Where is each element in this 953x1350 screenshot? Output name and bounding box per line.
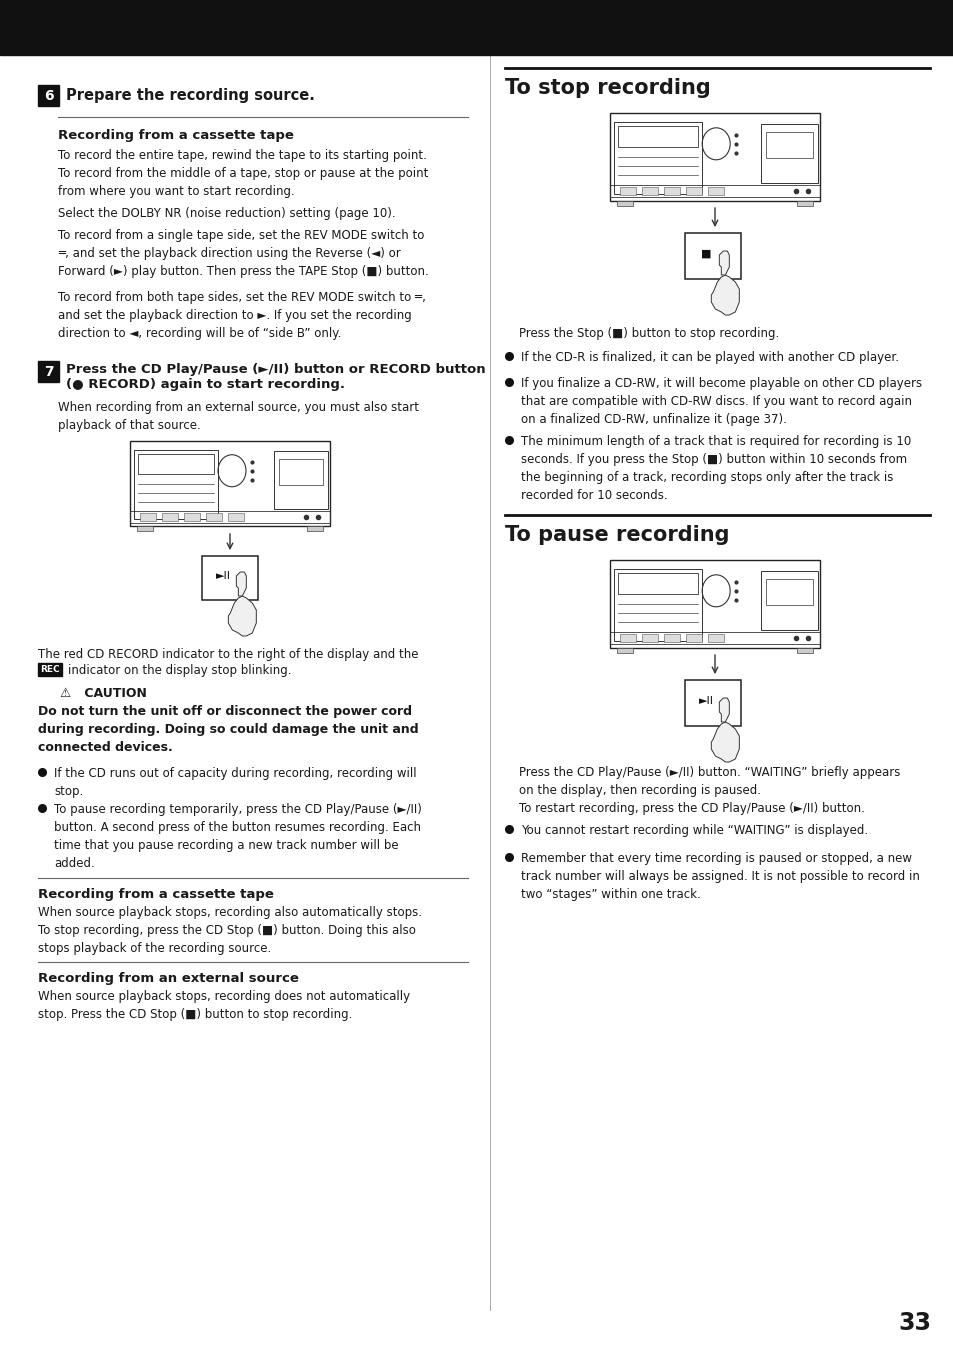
- Text: Recording from a cassette tape: Recording from a cassette tape: [38, 888, 274, 900]
- Bar: [609, 560, 820, 648]
- Text: Press the Stop (■) button to stop recording.: Press the Stop (■) button to stop record…: [518, 327, 779, 340]
- Text: To pause recording temporarily, press the CD Play/Pause (►/II)
button. A second : To pause recording temporarily, press th…: [54, 803, 421, 869]
- Text: To pause recording: To pause recording: [504, 525, 729, 545]
- Text: Press the CD Play/Pause (►/II) button or RECORD button: Press the CD Play/Pause (►/II) button or…: [66, 363, 485, 377]
- Polygon shape: [228, 595, 256, 636]
- Bar: [617, 201, 633, 207]
- Text: To record from both tape sides, set the REV MODE switch to ═,
and set the playba: To record from both tape sides, set the …: [58, 292, 425, 340]
- Bar: [614, 568, 701, 641]
- Bar: [796, 648, 812, 653]
- Bar: [684, 234, 740, 279]
- Bar: [206, 513, 222, 521]
- Text: Prepare the recording source.: Prepare the recording source.: [66, 88, 314, 103]
- Bar: [162, 513, 178, 521]
- Bar: [685, 634, 701, 643]
- Bar: [130, 441, 330, 526]
- Polygon shape: [711, 722, 739, 761]
- Bar: [307, 526, 323, 531]
- Bar: [130, 510, 330, 522]
- Text: 6: 6: [44, 89, 53, 103]
- Bar: [619, 188, 636, 196]
- Bar: [765, 579, 812, 606]
- Bar: [618, 126, 698, 147]
- Text: When source playback stops, recording does not automatically
stop. Press the CD : When source playback stops, recording do…: [38, 990, 410, 1021]
- Bar: [619, 634, 636, 643]
- Bar: [618, 572, 698, 594]
- Bar: [685, 188, 701, 196]
- Bar: [140, 513, 156, 521]
- Bar: [663, 188, 679, 196]
- Bar: [684, 680, 740, 726]
- Bar: [202, 556, 257, 599]
- Text: ►II: ►II: [698, 695, 713, 706]
- Text: The red CD RECORD indicator to the right of the display and the: The red CD RECORD indicator to the right…: [38, 648, 418, 662]
- Bar: [760, 571, 817, 630]
- Text: To record the entire tape, rewind the tape to its starting point.
To record from: To record the entire tape, rewind the ta…: [58, 148, 428, 198]
- Bar: [765, 131, 812, 158]
- Text: Recording from a cassette tape: Recording from a cassette tape: [58, 130, 294, 142]
- Bar: [38, 663, 62, 676]
- Polygon shape: [236, 572, 246, 595]
- Text: Remember that every time recording is paused or stopped, a new
track number will: Remember that every time recording is pa…: [520, 852, 919, 900]
- Text: To stop recording: To stop recording: [504, 78, 710, 99]
- Text: ⚠   CAUTION: ⚠ CAUTION: [60, 687, 147, 701]
- Bar: [707, 188, 723, 196]
- Text: 7: 7: [44, 364, 53, 378]
- Text: Press the CD Play/Pause (►/II) button. “WAITING” briefly appears
on the display,: Press the CD Play/Pause (►/II) button. “…: [518, 765, 900, 815]
- Text: REC: REC: [40, 666, 60, 674]
- Bar: [614, 122, 701, 194]
- Polygon shape: [719, 698, 728, 722]
- Text: 33: 33: [898, 1311, 930, 1335]
- Text: Do not turn the unit off or disconnect the power cord
during recording. Doing so: Do not turn the unit off or disconnect t…: [38, 705, 418, 755]
- Bar: [137, 526, 152, 531]
- Bar: [609, 185, 820, 197]
- Text: indicator on the display stop blinking.: indicator on the display stop blinking.: [68, 664, 292, 676]
- Polygon shape: [719, 251, 728, 275]
- Bar: [609, 632, 820, 644]
- Text: When source playback stops, recording also automatically stops.
To stop recordin: When source playback stops, recording al…: [38, 906, 421, 954]
- Bar: [609, 113, 820, 201]
- Bar: [617, 648, 633, 653]
- Bar: [274, 451, 328, 509]
- Bar: [38, 85, 59, 107]
- Text: The minimum length of a track that is required for recording is 10
seconds. If y: The minimum length of a track that is re…: [520, 435, 910, 502]
- Text: When recording from an external source, you must also start
playback of that sou: When recording from an external source, …: [58, 401, 418, 432]
- Text: ►II: ►II: [215, 571, 231, 580]
- Bar: [278, 459, 323, 485]
- Text: If the CD runs out of capacity during recording, recording will
stop.: If the CD runs out of capacity during re…: [54, 767, 416, 798]
- Text: ■: ■: [700, 248, 711, 259]
- Text: Recording from an external source: Recording from an external source: [38, 972, 298, 986]
- Bar: [184, 513, 200, 521]
- Bar: [133, 450, 218, 520]
- Bar: [0, 0, 953, 55]
- Polygon shape: [711, 275, 739, 315]
- Text: (● RECORD) again to start recording.: (● RECORD) again to start recording.: [66, 378, 345, 392]
- Bar: [707, 634, 723, 643]
- Text: If the CD-R is finalized, it can be played with another CD player.: If the CD-R is finalized, it can be play…: [520, 351, 898, 364]
- Text: You cannot restart recording while “WAITING” is displayed.: You cannot restart recording while “WAIT…: [520, 824, 867, 837]
- Bar: [641, 634, 658, 643]
- Bar: [760, 124, 817, 184]
- Bar: [38, 360, 59, 382]
- Bar: [228, 513, 244, 521]
- Text: To record from a single tape side, set the REV MODE switch to
═, and set the pla: To record from a single tape side, set t…: [58, 230, 428, 278]
- Text: Select the DOLBY NR (noise reduction) setting (page 10).: Select the DOLBY NR (noise reduction) se…: [58, 207, 395, 220]
- Bar: [663, 634, 679, 643]
- Text: If you finalize a CD-RW, it will become playable on other CD players
that are co: If you finalize a CD-RW, it will become …: [520, 377, 922, 427]
- Bar: [641, 188, 658, 196]
- Bar: [796, 201, 812, 207]
- Bar: [138, 454, 213, 474]
